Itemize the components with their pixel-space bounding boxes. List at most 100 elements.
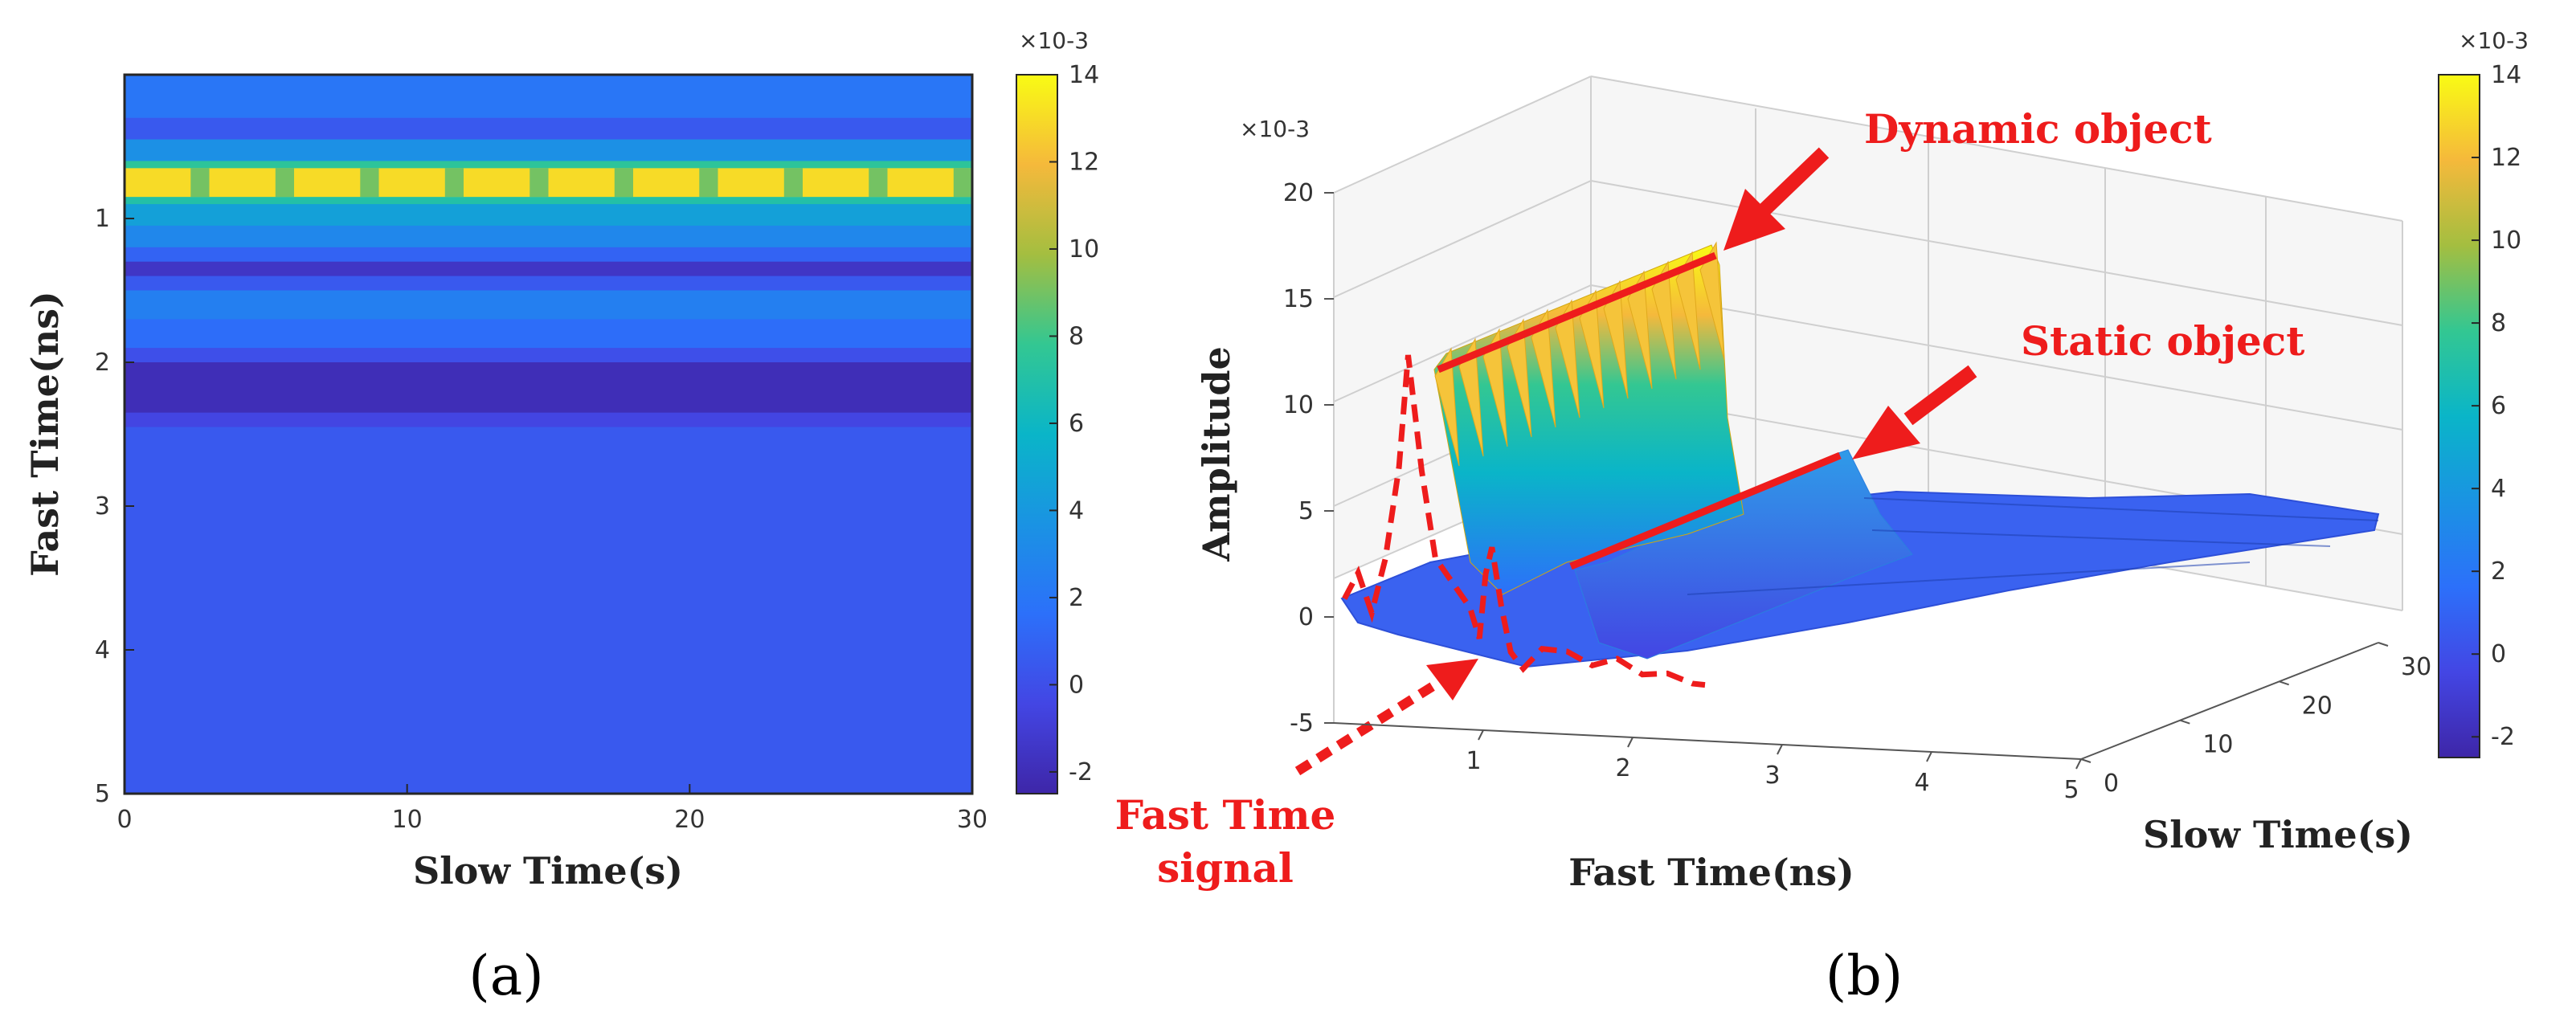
- annotation-dynamic-object: Dynamic object: [1864, 105, 2212, 153]
- y-tick-label: 4: [95, 636, 110, 664]
- heatmap-row-5: [125, 197, 972, 205]
- heatmap-row-9: [125, 261, 972, 277]
- x-tick-label: 10: [392, 806, 423, 834]
- heatmap-pulse-gap: [444, 168, 464, 198]
- x-tick-label: 30: [957, 806, 987, 834]
- heatmap-cells: [125, 75, 972, 794]
- annotation-static-object: Static object: [2021, 317, 2304, 365]
- heatmap-row-12: [125, 319, 972, 349]
- annotation-signal: signal: [1157, 844, 1294, 892]
- fast-time-tick-label: 3: [1764, 762, 1780, 790]
- slow-time-tick-label: 20: [2302, 692, 2333, 720]
- fast-time-tick-label: 1: [1466, 747, 1481, 775]
- colorbar-tick-label: 2: [1069, 584, 1084, 612]
- colorbar-tick-label: 6: [1069, 410, 1084, 438]
- fast-time-tick-label: 4: [1914, 769, 1929, 797]
- heatmap-pulse-gap: [953, 168, 972, 198]
- fast-time-ticks: 1 2 3 4 5: [1466, 729, 2082, 804]
- heatmap-pulse-gap: [190, 168, 210, 198]
- ridge-peak: [1531, 308, 1556, 428]
- colorbar-tick-label: 6: [2491, 392, 2506, 420]
- slow-time-tick: [2180, 719, 2190, 725]
- colorbar-a-exponent: ×10-3: [1019, 27, 1089, 54]
- heatmap-row-0: [125, 75, 972, 119]
- colorbar-tick-label: 4: [1069, 496, 1084, 525]
- colorbar-tick-label: 12: [2491, 144, 2521, 172]
- heatmap-row-15: [125, 412, 972, 428]
- fast-time-tick: [2075, 758, 2082, 770]
- slow-time-tick-label: 10: [2202, 731, 2233, 759]
- y-tick-label: 1: [95, 205, 110, 233]
- y-tick-label: 2: [95, 349, 110, 377]
- static-ridge-marker: [1569, 451, 1842, 570]
- fast-time-signal: [1342, 354, 1706, 688]
- x-tick-label: 0: [117, 806, 132, 834]
- colorbar-tick-label: 0: [2491, 640, 2506, 668]
- z-tick-label: 20: [1283, 179, 1314, 207]
- ridge-peak: [1507, 318, 1532, 438]
- colorbar-tick-label: 4: [2491, 475, 2506, 503]
- heatmap-pulse-gap: [869, 168, 888, 198]
- dynamic-ridge-peaks: [1434, 241, 1725, 467]
- fast-time-axis-label: Fast Time(ns): [1568, 851, 1854, 894]
- dynamic-arrow: [1723, 147, 1830, 251]
- heatmap-x-ticks: 0 10 20 30: [117, 784, 987, 834]
- ridge-peak: [1458, 337, 1484, 457]
- slow-time-axis-line: [2080, 642, 2379, 760]
- heatmap-frame: [123, 73, 974, 795]
- colorbar-tick-label: 8: [1069, 322, 1084, 350]
- fast-time-tick: [1627, 737, 1634, 748]
- colorbar-a: [1016, 74, 1058, 794]
- heatmap-row-6: [125, 204, 972, 227]
- slow-time-tick-label: 0: [2104, 770, 2119, 798]
- panel-a-label: (a): [468, 945, 544, 1008]
- colorbar-tick-label: 12: [1069, 148, 1099, 176]
- colorbar-tick-label: 14: [2491, 61, 2521, 89]
- heatmap-row-7: [125, 225, 972, 248]
- heatmap-row-8: [125, 247, 972, 263]
- heatmap-pulse-gap: [699, 168, 718, 198]
- panel-b: Dynamic object Static object Fast Time s…: [1115, 27, 2529, 1008]
- fast-time-tick: [1478, 729, 1484, 741]
- colorbar-tick-label: 2: [2491, 557, 2506, 586]
- fast-time-tick: [1926, 751, 1932, 762]
- z-tick-label: 0: [1298, 603, 1314, 631]
- z-tick-label: 5: [1298, 497, 1314, 525]
- colorbar-tick-label: 0: [1069, 671, 1084, 699]
- colorbar-b-exponent: ×10-3: [2459, 27, 2529, 54]
- panel-b-label: (b): [1826, 945, 1903, 1008]
- fast-time-tick-label: 2: [1615, 754, 1630, 782]
- heatmap-row-1: [125, 117, 972, 141]
- heatmap-row-3: [125, 161, 972, 169]
- z-tick-label: 15: [1283, 285, 1314, 313]
- colorbar-tick-label: 10: [1069, 235, 1099, 263]
- colorbar-tick-label: 14: [1069, 61, 1099, 89]
- slow-time-tick: [2080, 758, 2091, 763]
- heatmap-pulse-gap: [530, 168, 549, 198]
- ridge-peak: [1434, 347, 1460, 467]
- surface-lines: [1687, 497, 2379, 595]
- fast-time-tick-label: 5: [2063, 776, 2079, 804]
- x-tick-label: 20: [674, 806, 705, 834]
- heatmap-row-16: [125, 427, 972, 794]
- static-arrow: [1852, 365, 1977, 459]
- y-tick-label: 3: [95, 492, 110, 521]
- signal-arrow: [1294, 659, 1478, 776]
- heatmap-row-2: [125, 139, 972, 161]
- z-axis-label: Amplitude: [1195, 346, 1238, 562]
- slow-time-axis-label: Slow Time(s): [2143, 813, 2413, 856]
- z-exponent: ×10-3: [1240, 116, 1310, 142]
- slow-time-tick: [2279, 680, 2289, 686]
- heatmap-row-11: [125, 290, 972, 320]
- heatmap-pulse-gap: [360, 168, 379, 198]
- heatmap-row-10: [125, 276, 972, 291]
- colorbar-b-ticks: -2 0 2 4 6 8 10 12 14: [2472, 61, 2521, 751]
- y-tick-label: 5: [95, 780, 110, 808]
- z-tick-label: 10: [1283, 391, 1314, 419]
- colorbar-tick-label: 10: [2491, 227, 2521, 255]
- heatmap-y-ticks: 1 2 3 4 5: [95, 205, 134, 808]
- heatmap-x-label: Slow Time(s): [413, 849, 683, 892]
- slow-time-tick: [2378, 642, 2389, 647]
- heatmap-row-13: [125, 348, 972, 363]
